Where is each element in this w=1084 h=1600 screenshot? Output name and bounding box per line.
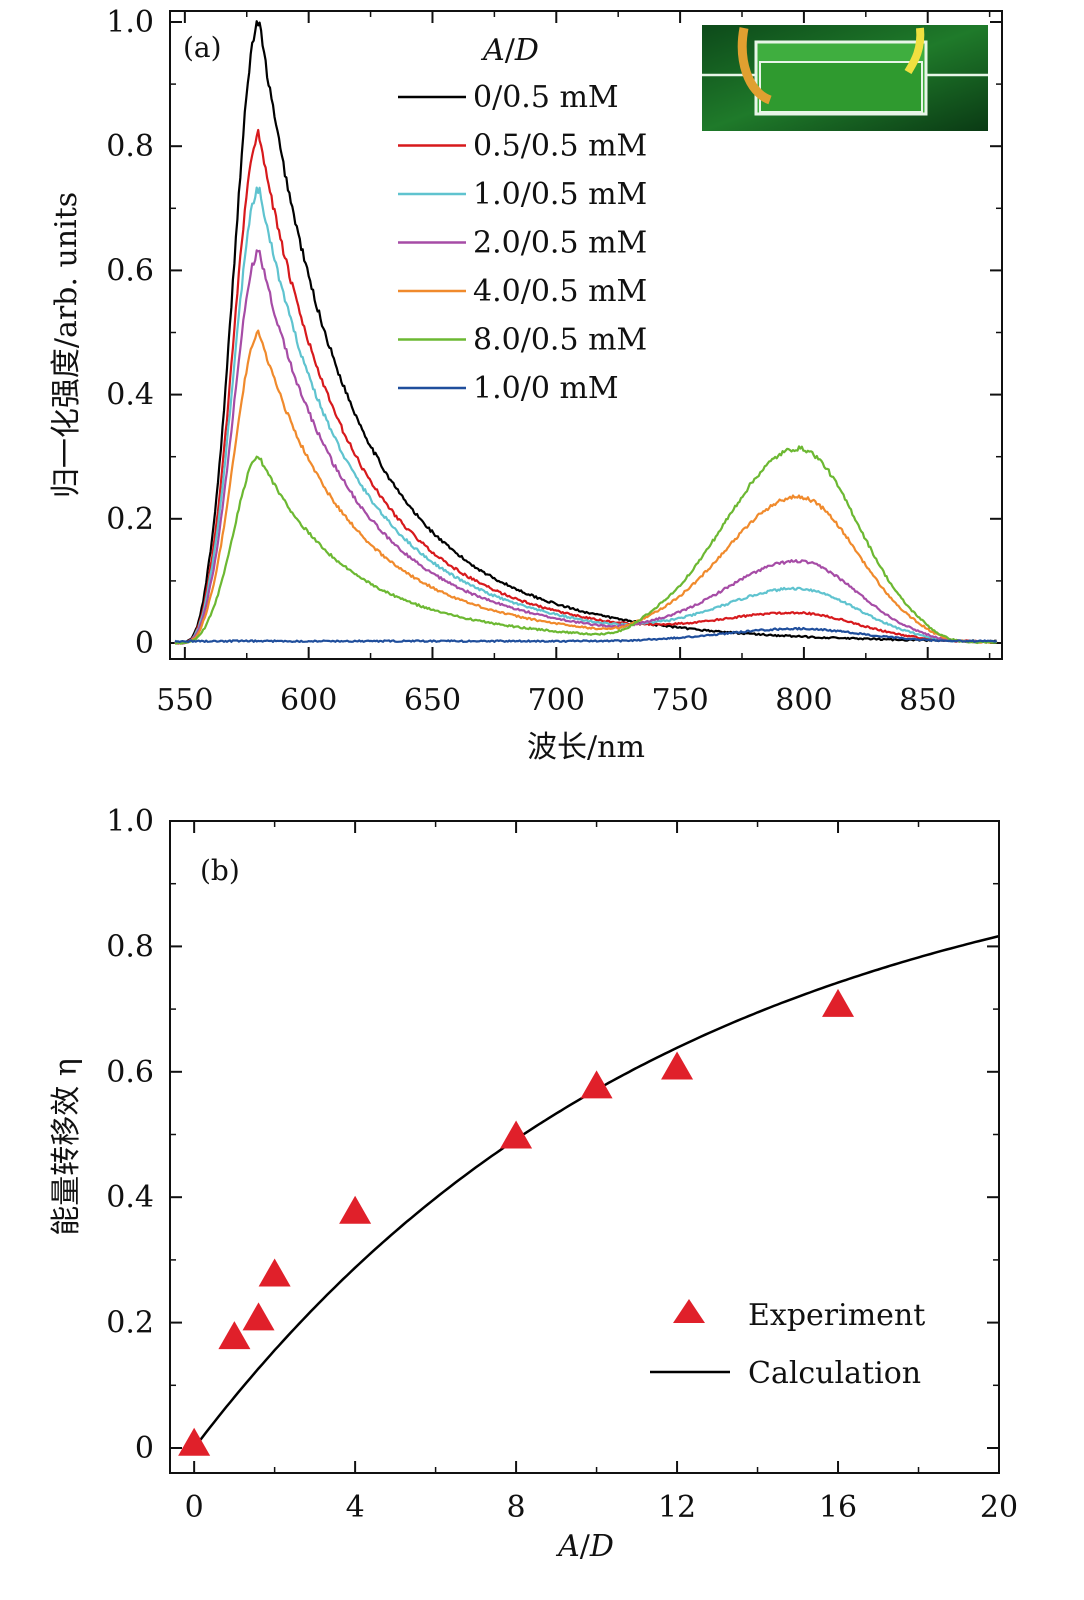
panel-a-y-tick-label: 0.2 [106, 502, 154, 537]
legend-experiment-label: Experiment [748, 1298, 925, 1333]
panel-b-y-tick-label: 0.8 [106, 929, 154, 964]
panel-a-x-tick-label: 700 [528, 683, 585, 718]
panel-b-x-tick-label: 12 [658, 1490, 696, 1525]
series-line-2 [174, 186, 998, 645]
panel-b-frame [169, 820, 1000, 1474]
legend-experiment-marker [673, 1299, 705, 1323]
panel-b-y-tick-label: 0 [135, 1431, 154, 1466]
panel-b-experiment-points [178, 988, 855, 1456]
panel-b-legend: Experiment Calculation [650, 1298, 925, 1391]
panel-a-x-axis-title: 波长/nm [527, 730, 645, 765]
series-line-1 [174, 128, 997, 645]
experiment-point [178, 1427, 211, 1456]
experiment-point [580, 1070, 613, 1099]
panel-b-x-tick-label: 8 [507, 1490, 526, 1525]
panel-a-x-tick-label: 750 [651, 683, 708, 718]
panel-a-y-tick-label: 1.0 [106, 5, 154, 40]
panel-a-x-tick-label: 600 [280, 683, 337, 718]
panel-a-x-tick-label: 550 [156, 683, 213, 718]
panel-a-frame [169, 10, 1003, 660]
panel-a-series-lines [174, 20, 998, 645]
panel-b-x-tick-label: 16 [819, 1490, 857, 1525]
legend-label-0: 0/0.5 mM [473, 80, 619, 115]
panel-a-x-tick-label: 800 [775, 683, 832, 718]
experiment-point [218, 1321, 251, 1350]
panel-b-ticks: 0 4 8 12 16 20 0 0.2 0.4 0.6 0.8 1.0 [106, 804, 1018, 1525]
panel-b-y-tick-label: 0.6 [106, 1055, 154, 1090]
panel-a-y-tick-label: 0 [135, 626, 154, 661]
legend-label-3: 2.0/0.5 mM [473, 226, 647, 261]
series-line-4 [174, 329, 997, 645]
panel-b-label: (b) [200, 854, 240, 887]
panel-b-y-tick-label: 1.0 [106, 804, 154, 839]
series-line-3 [174, 249, 998, 645]
legend-label-4: 4.0/0.5 mM [473, 274, 647, 309]
panel-b-y-tick-label: 0.2 [106, 1306, 154, 1341]
panel-b-y-tick-label: 0.4 [106, 1180, 154, 1215]
panel-b-y-axis-title: 能量转移效 η [49, 1058, 84, 1236]
legend-calculation-label: Calculation [748, 1356, 921, 1391]
panel-a-y-tick-label: 0.6 [106, 253, 154, 288]
experiment-point [822, 988, 855, 1017]
legend-title: A/D [480, 33, 539, 68]
series-line-6 [174, 626, 998, 643]
panel-b-chart: 0 4 8 12 16 20 0 0.2 0.4 0.6 0.8 1.0 (b) Experiment… [106, 804, 1018, 1525]
panel-b-x-axis-title: A/D [555, 1529, 614, 1564]
panel-b-x-tick-label: 20 [980, 1490, 1018, 1525]
series-line-0 [174, 20, 997, 645]
experiment-point [242, 1302, 275, 1331]
panel-a-chart: 550 600 650 700 750 800 850 0 0.2 0.4 0.6 0.8 1.0 (a… [106, 5, 1003, 718]
panel-a-y-tick-label: 0.4 [106, 378, 154, 413]
panel-b-x-tick-label: 4 [346, 1490, 365, 1525]
panel-a-label: (a) [183, 31, 222, 64]
experiment-point [258, 1258, 291, 1287]
panel-a-ticks: 550 600 650 700 750 800 850 0 0.2 0.4 0.6 0.8 1.0 [106, 5, 1002, 718]
panel-a-x-tick-label: 650 [404, 683, 461, 718]
panel-a-y-tick-label: 0.8 [106, 129, 154, 164]
experiment-point [661, 1051, 694, 1080]
experiment-point [339, 1195, 372, 1224]
panel-a-legend: A/D 0/0.5 mM 0.5/0.5 mM 1.0/0.5 mM 2.0/0.5 … [398, 33, 647, 406]
legend-label-6: 1.0/0 mM [473, 371, 619, 406]
panel-a-y-axis-title: 归一化强度/arb. units [49, 192, 84, 498]
experiment-point [500, 1120, 533, 1149]
legend-label-2: 1.0/0.5 mM [473, 177, 647, 212]
panel-b-x-tick-label: 0 [185, 1490, 204, 1525]
series-line-5 [175, 445, 998, 645]
legend-label-1: 0.5/0.5 mM [473, 129, 647, 164]
inset-photo [702, 25, 988, 131]
legend-label-5: 8.0/0.5 mM [473, 323, 647, 358]
panel-a-x-tick-label: 850 [899, 683, 956, 718]
